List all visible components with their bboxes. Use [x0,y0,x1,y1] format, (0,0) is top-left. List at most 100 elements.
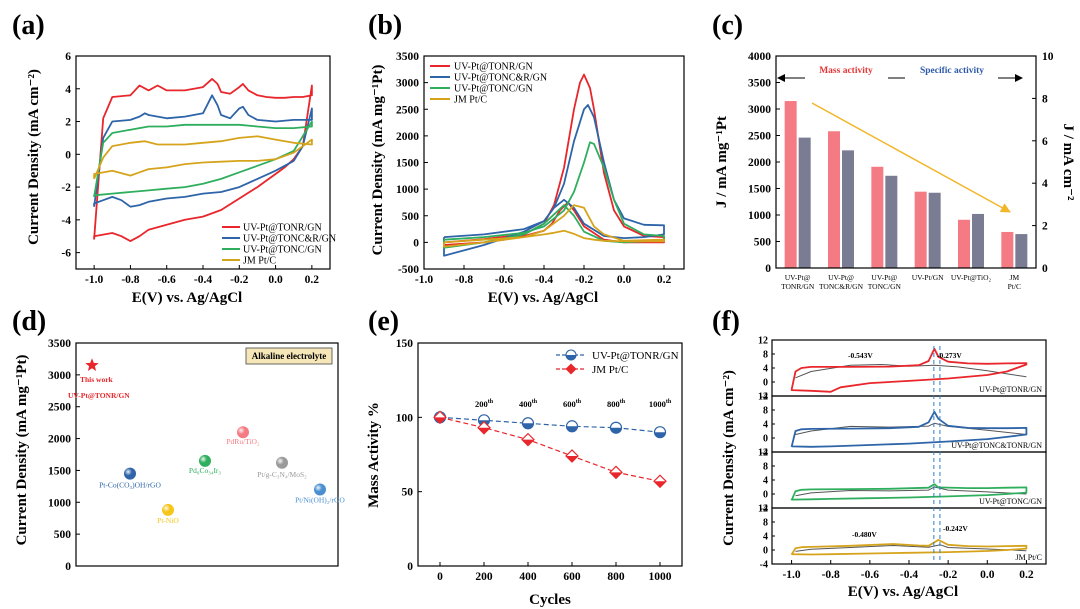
chart-e: 200th 400th 600th 800th 1000th 0 200 400 600 800… [366,338,683,608]
chart-a-xtick-label: -0.8 [121,274,139,286]
chart-f-outer-3 [790,539,1028,556]
chart-f-xtick-label: 0.0 [980,569,995,581]
chart-f-outer-1 [790,410,1028,448]
panel-label-a: (a) [12,10,45,41]
chart-b-legend-label: UV-Pt@TONC&R/GN [454,73,547,84]
chart-f-ytick-label: 12 [758,392,768,403]
chart-c-mass-bar [784,101,797,268]
panel-label-d: (d) [12,306,46,337]
chart-e-series-1 [439,416,661,482]
chart-c-ylabel-left: J / mA mg⁻¹Pt [714,116,730,208]
chart-c-right-ytick-label: 8 [1042,93,1048,105]
chart-b-ylabel: Current Density (mA mg⁻¹Pt) [370,65,386,256]
chart-b-xtick-label: -0.6 [495,274,513,286]
chart-e-point-red-fill [654,481,666,488]
chart-f-annotation: -0.273V [937,351,962,360]
chart-b-ytick-label: 0 [413,237,419,249]
chart-f-ytick-label: 8 [763,518,768,529]
chart-e-point-red-fill [434,417,446,424]
chart-d-ytick-label: 3000 [48,370,71,382]
panel-label-f: (f) [712,306,740,337]
chart-f-annotation: -0.242V [943,524,968,533]
chart-d-ytick-label: 2000 [48,434,71,446]
chart-e-ytick-label: 100 [396,412,414,424]
chart-c-category-label: UV-Pt@ TONC/GN [868,273,902,291]
chart-c-category-label: UV-Pt@ TONC&R/GN [819,273,864,291]
chart-f-ylabel: Current Density (mA cm⁻²) [721,370,737,546]
chart-c-left-ytick-label: 500 [754,237,772,249]
chart-e-ytick-label: 50 [402,487,414,499]
chart-d-ytick-label: 2500 [48,402,71,414]
chart-e-xtick-label: 1000 [649,571,672,583]
chart-a-ytick-label: -4 [61,215,71,227]
chart-f-panel-label: UV-Pt@TONC/GN [979,497,1042,506]
chart-e-legend-label: UV-Pt@TONR/GN [592,350,679,362]
chart-f: UV-Pt@TONR/GN UV-Pt@TONC&TONR/GN UV-Pt@TON… [721,336,1047,600]
chart-c-category-label: UV-Pt@TiO₂ [951,273,992,282]
chart-f-xtick-label: -0.4 [900,569,918,581]
chart-c-right-ytick-label: 2 [1042,221,1048,233]
chart-e-cycle-label: 200th [475,399,494,409]
chart-c-category-label: UV-Pt/GN [912,273,944,282]
chart-f-outer-0 [790,347,1028,393]
chart-f-xtick-label: -0.2 [939,569,957,581]
chart-d-badge [245,347,333,365]
chart-e-xtick-label: 0 [437,571,443,583]
chart-e-xtick-label: 600 [563,571,581,583]
chart-c-left-ytick-label: 2500 [748,131,771,143]
chart-c-right-ytick-label: 10 [1042,51,1054,63]
chart-f-ytick-label: 4 [763,364,768,375]
chart-c-mass-bar [1001,231,1014,268]
chart-e-ylabel: Mass Activity % [366,402,382,508]
chart-b-series-3 [443,204,665,248]
chart-f-ytick-label: 8 [763,406,768,417]
chart-d-ytick-label: 500 [54,529,72,541]
chart-e-xlabel: Cycles [529,592,571,608]
chart-c-right-ytick-label: 0 [1042,263,1048,275]
chart-b-ytick-label: 2500 [396,104,419,116]
chart-d-point-label: Pt-NiO [157,516,179,525]
chart-d-frame [75,342,339,567]
chart-d: PdRu/TiO₂ Pd₆Co₃₄Ir₃ Pt/g-C₃N₄/MoS₂ Pt-Co(C… [14,338,345,573]
chart-d-ytick-label: 0 [65,561,71,573]
chart-f-xtick-label: -0.6 [861,569,879,581]
chart-d-point-highlight [162,503,174,516]
chart-e-point-blue-fill [654,432,666,438]
chart-c-specific-bar [928,192,941,268]
chart-b-legend-label: UV-Pt@TONR/GN [454,62,533,73]
chart-e-legend-marker-fill [566,355,576,360]
chart-d-badge-text: Alkaline electrolyte [252,351,327,361]
chart-c-left-ytick-label: 4000 [748,51,771,63]
chart-d-point-label: Pt-Co(CO₃)OH/rGO [99,481,161,490]
chart-c-specific-bar [798,137,811,268]
panel-label-e: (e) [368,306,399,337]
chart-b-ytick-label: 500 [402,211,420,223]
chart-b-ytick-label: 1000 [396,184,419,196]
chart-a-xtick-label: -0.2 [230,274,248,286]
chart-e-point-blue-fill [522,423,534,429]
chart-e-ytick-label: 150 [396,338,414,350]
chart-e-cycle-label: 1000th [649,399,672,409]
chart-a-legend-label: JM Pt/C [243,256,276,267]
chart-f-ytick-label: 8 [763,462,768,473]
chart-f-ytick-label: 8 [763,350,768,361]
chart-e-point-red-fill [522,439,534,446]
chart-f-ytick-label: 4 [763,476,768,487]
chart-b-xtick-label: -0.2 [575,274,593,286]
chart-a-xtick-label: 0.0 [268,274,283,286]
chart-a-legend-label: UV-Pt@TONR/GN [243,223,322,234]
chart-f-xtick-label: -0.8 [822,569,840,581]
chart-f-panel-label: UV-Pt@TONC&TONR/GN [951,441,1042,450]
chart-f-ytick-label: 12 [758,504,768,515]
chart-f-ytick-label: 12 [758,336,768,347]
chart-b-legend-label: JM Pt/C [454,95,487,106]
chart-f-inner-3 [795,544,1027,552]
chart-b-ytick-label: 3000 [396,78,419,90]
chart-b: -1.0 -0.8 -0.6 -0.4 -0.2 0.0 0.2 -500 0 500 1000 15… [370,51,685,306]
chart-c-mass-bar [958,219,970,268]
chart-c-left-ytick-label: 3000 [748,104,771,116]
chart-f-annotation: -0.543V [848,351,873,360]
chart-f-ytick-label: -4 [760,392,768,403]
chart-c-mass-bar [914,191,927,268]
